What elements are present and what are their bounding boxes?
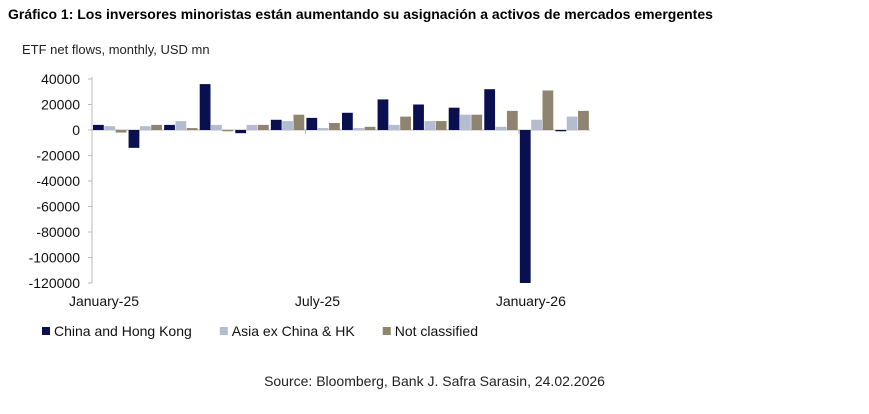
legend-label: China and Hong Kong <box>54 323 192 339</box>
bar-not-classified-Nov-25 <box>471 114 483 130</box>
bar-china-and-hong-kong-Nov-25 <box>448 107 460 130</box>
bar-not-classified-Sep-25 <box>400 116 411 130</box>
bar-china-and-hong-kong-May-25 <box>235 130 247 134</box>
y-tick-label: 20000 <box>41 97 80 113</box>
bar-asia-ex-china-hk-May-25 <box>246 124 258 130</box>
bar-china-and-hong-kong-Mar-25 <box>164 124 175 130</box>
bar-china-and-hong-kong-Jul-25 <box>306 117 318 130</box>
legend-swatch <box>382 327 391 335</box>
y-tick-label: 0 <box>72 122 80 138</box>
bar-china-and-hong-kong-Aug-25 <box>342 112 353 130</box>
y-tick-label: -120000 <box>29 275 81 291</box>
bar-china-and-hong-kong-Jun-25 <box>270 119 282 130</box>
bar-not-classified-Jan-25 <box>115 130 127 133</box>
bar-asia-ex-china-hk-Apr-25 <box>211 124 222 130</box>
bar-not-classified-Oct-25 <box>435 121 447 130</box>
bar-china-and-hong-kong-Feb-26 <box>555 130 567 132</box>
chart-title: Gráfico 1: Los inversores minoristas est… <box>8 6 713 22</box>
bar-asia-ex-china-hk-Feb-25 <box>139 126 151 130</box>
bar-china-and-hong-kong-Feb-25 <box>128 130 140 148</box>
bar-not-classified-Feb-25 <box>151 124 162 130</box>
y-tick-label: -40000 <box>36 173 80 189</box>
bar-china-and-hong-kong-Sep-25 <box>377 99 389 130</box>
bar-china-and-hong-kong-Oct-25 <box>413 104 424 130</box>
legend-label: Asia ex China & HK <box>232 323 356 339</box>
legend-swatch <box>42 327 50 335</box>
bar-china-and-hong-kong-Apr-25 <box>199 84 211 130</box>
y-tick-label: 40000 <box>41 71 80 87</box>
y-axis-label: ETF net flows, monthly, USD mn <box>22 42 210 57</box>
bar-not-classified-Feb-26 <box>578 110 589 130</box>
bar-asia-ex-china-hk-Feb-26 <box>566 116 578 130</box>
bar-not-classified-Mar-25 <box>186 128 198 130</box>
y-tick-label: -60000 <box>36 199 80 215</box>
legend-label: Not classified <box>395 323 478 339</box>
bar-not-classified-May-25 <box>257 124 269 130</box>
bar-asia-ex-china-hk-Jan-26 <box>531 119 542 130</box>
bar-china-and-hong-kong-Jan-26 <box>519 130 531 283</box>
bar-asia-ex-china-hk-Jan-25 <box>104 126 116 130</box>
bar-asia-ex-china-hk-Jul-25 <box>317 128 329 130</box>
bar-china-and-hong-kong-Jan-25 <box>93 124 104 130</box>
y-tick-label: -100000 <box>29 250 81 266</box>
bar-not-classified-Apr-25 <box>222 130 234 132</box>
y-tick-label: -20000 <box>36 148 80 164</box>
x-tick-label: January-26 <box>496 293 566 309</box>
bar-not-classified-Jun-25 <box>293 114 305 130</box>
bar-china-and-hong-kong-Dec-25 <box>484 89 496 130</box>
bar-asia-ex-china-hk-Sep-25 <box>388 124 400 130</box>
bar-asia-ex-china-hk-Nov-25 <box>460 114 471 130</box>
bar-not-classified-Jul-25 <box>329 122 340 130</box>
x-tick-label: July-25 <box>295 293 340 309</box>
x-tick-label: January-25 <box>69 293 139 309</box>
bar-asia-ex-china-hk-Oct-25 <box>424 121 436 130</box>
legend-swatch <box>219 327 228 335</box>
bar-not-classified-Dec-25 <box>506 110 518 130</box>
bar-asia-ex-china-hk-Mar-25 <box>175 121 187 130</box>
bar-asia-ex-china-hk-Aug-25 <box>353 128 365 130</box>
bar-not-classified-Jan-26 <box>542 90 554 130</box>
bar-not-classified-Aug-25 <box>364 126 376 130</box>
bar-asia-ex-china-hk-Dec-25 <box>495 126 507 130</box>
y-tick-label: -80000 <box>36 224 80 240</box>
bar-asia-ex-china-hk-Jun-25 <box>282 121 293 130</box>
source-note: Source: Bloomberg, Bank J. Safra Sarasin… <box>264 373 605 389</box>
